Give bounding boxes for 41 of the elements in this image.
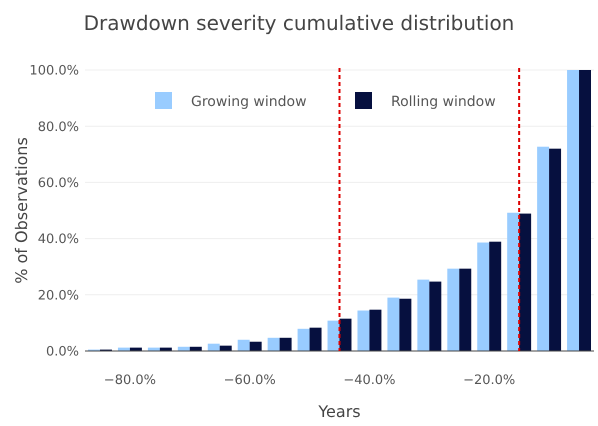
y-tick-label: 40.0%	[38, 232, 79, 248]
bar	[477, 242, 490, 351]
bar	[369, 310, 382, 351]
bar	[459, 268, 472, 351]
legend-label: Growing window	[191, 94, 307, 110]
bar	[447, 268, 460, 351]
bar	[519, 214, 532, 351]
x-tick-label: −40.0%	[343, 373, 396, 388]
bar	[549, 148, 562, 351]
bar	[208, 344, 220, 351]
bar	[310, 328, 322, 351]
legend-label: Rolling window	[391, 94, 496, 110]
bar	[250, 342, 262, 351]
bar	[340, 318, 352, 351]
bar	[399, 298, 412, 351]
bar	[280, 338, 292, 351]
bar	[220, 346, 232, 351]
y-tick-label: 20.0%	[38, 288, 79, 304]
bar	[357, 310, 370, 351]
y-tick-label: 80.0%	[38, 120, 79, 135]
bar	[417, 280, 430, 351]
bar	[429, 282, 442, 351]
bar	[238, 340, 250, 351]
x-tick-label: −80.0%	[104, 373, 156, 388]
bar	[387, 298, 400, 351]
y-tick-label: 100.0%	[29, 64, 79, 79]
bar	[567, 70, 580, 351]
bar	[268, 338, 280, 351]
x-axis-title: Years	[317, 402, 361, 421]
bar	[507, 212, 520, 351]
x-tick-label: −60.0%	[224, 373, 276, 388]
y-axis-title: % of Observations	[12, 137, 31, 284]
bar	[328, 320, 340, 351]
bar	[537, 146, 550, 351]
y-tick-label: 60.0%	[38, 176, 79, 191]
bar	[489, 242, 502, 351]
bar	[579, 70, 592, 351]
x-tick-label: −20.0%	[463, 373, 516, 388]
y-tick-label: 0.0%	[46, 344, 79, 360]
bar	[298, 328, 310, 351]
chart-title: Drawdown severity cumulative distribution	[84, 11, 514, 35]
